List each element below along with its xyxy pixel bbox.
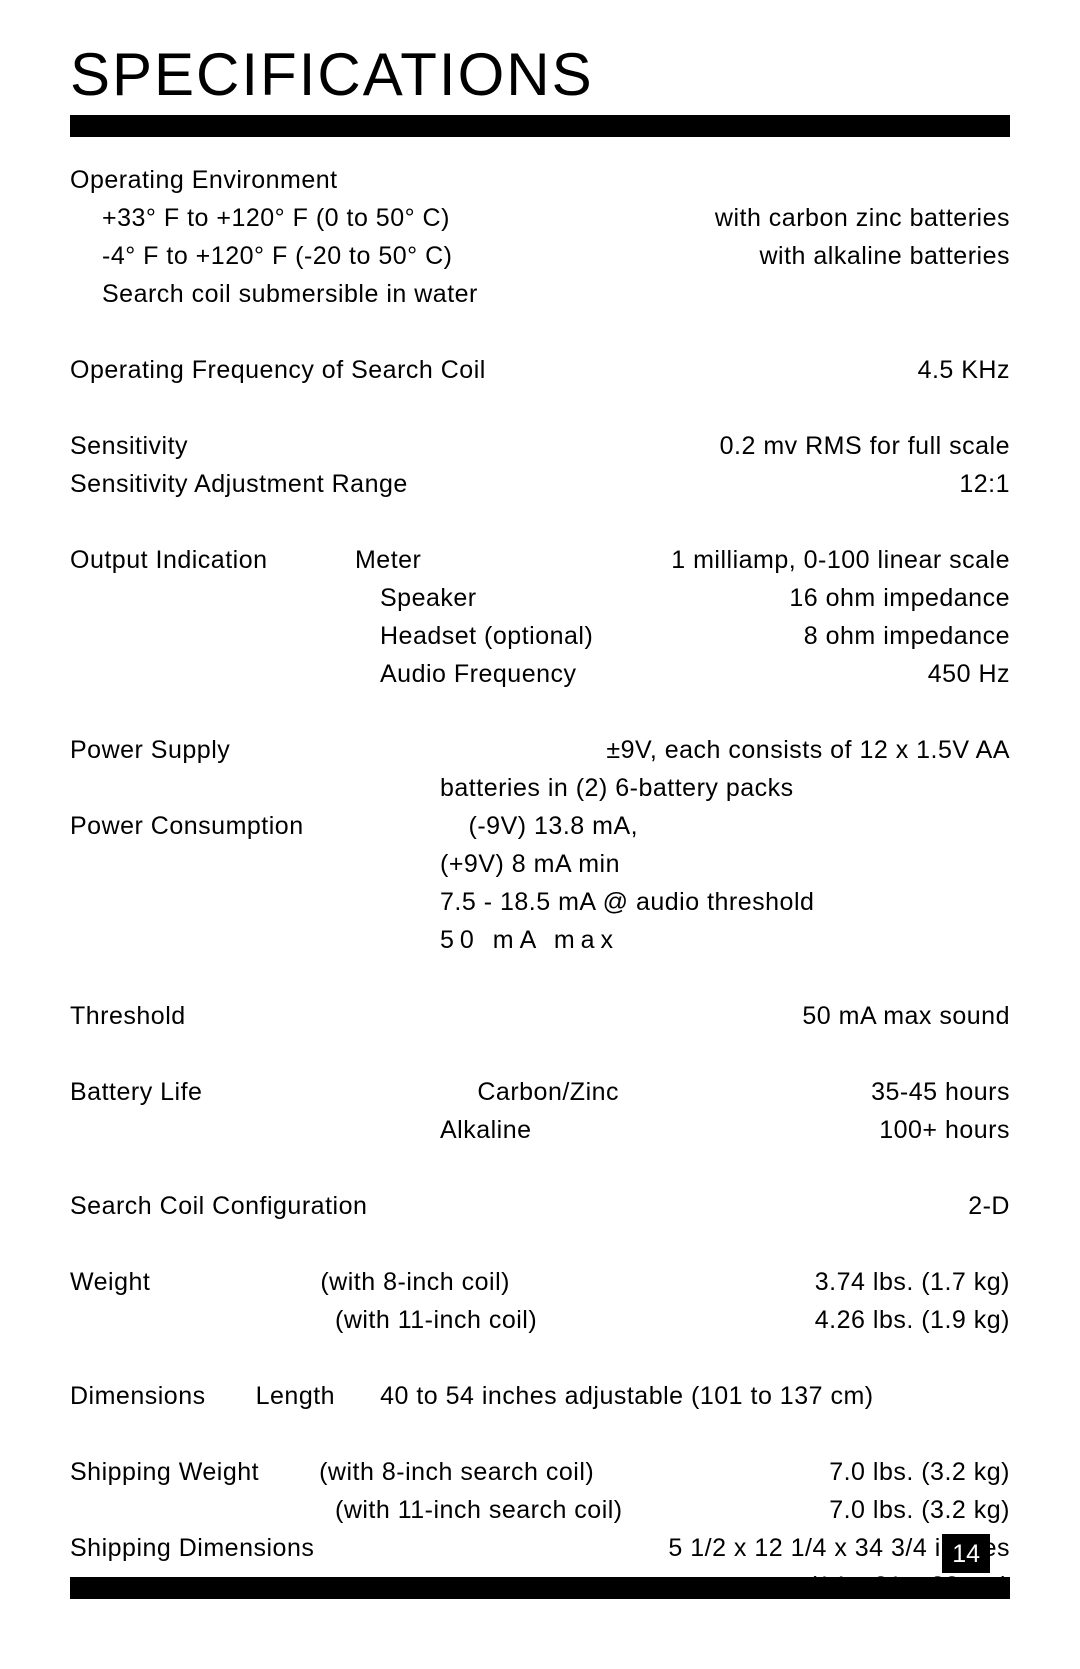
leader-dots [457,235,707,237]
leader-dots [367,1223,960,1225]
coil-config-label: Search Coil Configuration [70,1187,367,1225]
leader-dots [577,691,921,693]
leader-dots [238,767,599,769]
sensitivity-label: Sensitivity [70,427,188,465]
battery-label: Battery Life [70,1073,202,1111]
leader-dots [630,1527,822,1529]
freq-label: Operating Frequency of Search Coil [70,351,486,389]
output-headset-value: 8 ohm impedance [804,617,1010,655]
leader-dots [196,463,713,465]
sensitivity-adj-value: 12:1 [959,465,1010,503]
dims-len-label: Length [256,1377,335,1415]
power-supply-r1: ±9V, each consists of 12 x 1.5V AA [606,731,1010,769]
leader-dots [311,843,461,845]
weight-8-value: 3.74 lbs. (1.7 kg) [815,1263,1010,1301]
leader-dots [460,273,752,275]
ship-weight-11-value: 7.0 lbs. (3.2 kg) [829,1491,1010,1529]
page-title: SPECIFICATIONS [70,40,1010,109]
title-bar [70,115,1010,137]
page-number: 14 [942,1534,990,1573]
leader-dots [150,1299,320,1301]
threshold-label: Threshold [70,997,186,1035]
output-label: Output Indication [70,541,268,579]
spec-content: Operating Environment +33° F to +120° F … [70,161,1010,1605]
leader-dots [545,1337,815,1339]
leader-dots [601,653,797,655]
battery-alk-label: Alkaline [440,1111,532,1149]
leader-dots [193,1033,802,1035]
ship-weight-11-label: (with 11-inch search coil) [335,1491,623,1529]
leader-dots [314,1565,668,1567]
output-meter-label: Meter [355,541,421,579]
power-cons-r3: 7.5 - 18.5 mA @ audio threshold [440,883,814,921]
weight-label: Weight [70,1263,150,1301]
coil-config-value: 2-D [968,1187,1010,1225]
leader-dots [335,1413,380,1415]
dims-label: Dimensions [70,1377,206,1415]
env-cz-range: +33° F to +120° F (0 to 50° C) [102,199,450,237]
ship-weight-8-value: 7.0 lbs. (3.2 kg) [829,1453,1010,1491]
leader-dots [539,1147,872,1149]
leader-dots [415,501,952,503]
footer-bar [70,1577,1010,1599]
ship-weight-label: Shipping Weight [70,1453,259,1491]
footer: 14 [70,1577,1010,1599]
weight-11-label: (with 11-inch coil) [335,1301,537,1339]
battery-cz-value: 35-45 hours [871,1073,1010,1111]
leader-dots [429,577,664,579]
env-alk-batt: with alkaline batteries [759,237,1010,275]
leader-dots [259,1489,319,1491]
leader-dots [510,1299,815,1301]
output-meter-value: 1 milliamp, 0-100 linear scale [671,541,1010,579]
power-cons-label: Power Consumption [70,807,304,845]
weight-11-value: 4.26 lbs. (1.9 kg) [815,1301,1010,1339]
battery-alk-value: 100+ hours [879,1111,1010,1149]
output-audio-value: 450 Hz [928,655,1010,693]
leader-dots [493,387,910,389]
leader-dots [477,615,782,617]
output-headset-label: Headset (optional) [380,617,593,655]
weight-8-label: (with 8-inch coil) [320,1263,510,1301]
freq-value: 4.5 KHz [918,351,1010,389]
sensitivity-adj-label: Sensitivity Adjustment Range [70,465,408,503]
power-supply-r2: batteries in (2) 6-battery packs [440,769,794,807]
threshold-value: 50 mA max sound [802,997,1010,1035]
output-speaker-value: 16 ohm impedance [789,579,1010,617]
power-supply-label: Power Supply [70,731,230,769]
leader-dots [602,1489,822,1491]
env-heading: Operating Environment [70,161,338,199]
leader-dots [626,1109,863,1111]
power-cons-r1: (-9V) 13.8 mA, [469,807,639,845]
ship-weight-8-label: (with 8-inch search coil) [319,1453,594,1491]
leader-dots [275,577,355,579]
spec-page: SPECIFICATIONS Operating Environment +33… [0,0,1080,1669]
env-cz-batt: with carbon zinc batteries [715,199,1010,237]
output-audio-label: Audio Frequency [380,655,577,693]
env-submersible: Search coil submersible in water [102,275,478,313]
battery-cz-label: Carbon/Zinc [477,1073,619,1111]
env-alk-range: -4° F to +120° F (-20 to 50° C) [102,237,453,275]
power-cons-r4: 50 mA max [440,921,619,959]
leader-dots [206,1413,256,1415]
power-cons-r2: (+9V) 8 mA min [440,845,620,883]
dims-len-value: 40 to 54 inches adjustable (101 to 137 c… [380,1377,874,1415]
leader-dots [210,1109,470,1111]
ship-dims-label: Shipping Dimensions [70,1529,314,1567]
output-speaker-label: Speaker [380,579,477,617]
sensitivity-value: 0.2 mv RMS for full scale [720,427,1010,465]
